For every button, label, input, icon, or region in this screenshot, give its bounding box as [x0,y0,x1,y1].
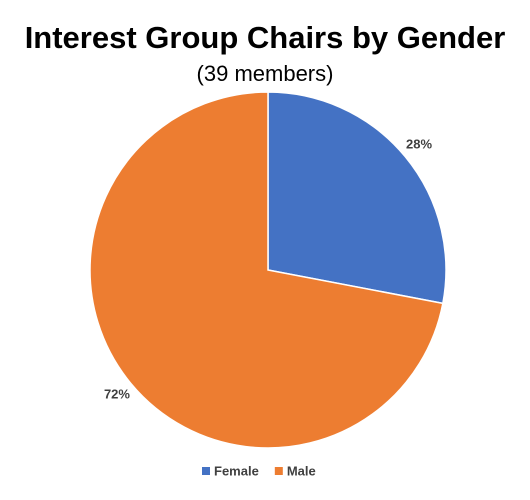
chart-subtitle: (39 members) [197,61,334,86]
data-label: 28% [406,137,432,152]
legend-label: Male [287,463,316,478]
pie-slice [89,91,444,449]
legend-swatch [202,467,210,475]
legend-label: Female [214,463,259,478]
chart-title: Interest Group Chairs by Gender [25,20,506,55]
data-label: 72% [104,386,130,401]
pie-slice [267,91,447,305]
legend-swatch [274,467,283,475]
